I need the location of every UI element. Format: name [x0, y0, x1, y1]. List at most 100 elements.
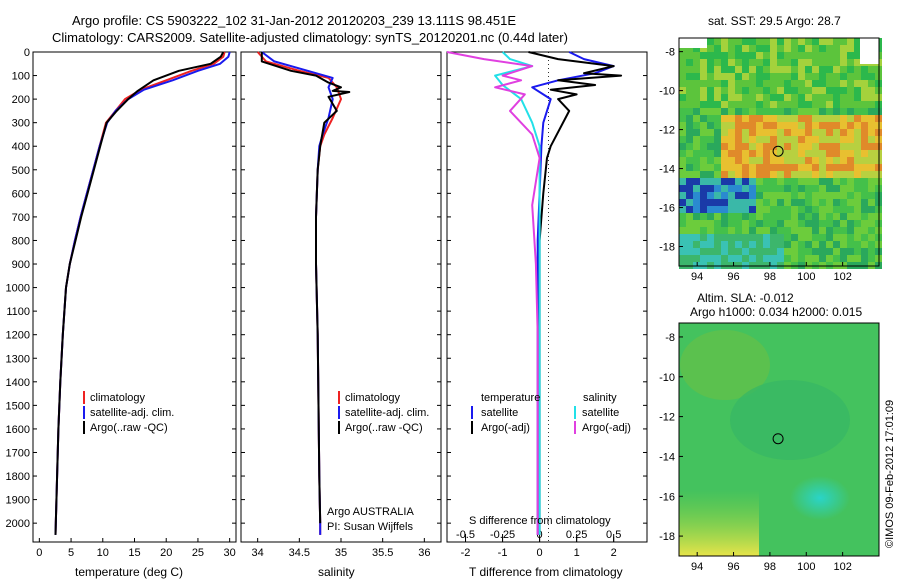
sst-cell — [798, 87, 805, 94]
sst-cell — [791, 122, 798, 129]
sst-cell — [819, 206, 826, 213]
sst-cell — [700, 115, 707, 122]
sst-cell — [707, 136, 714, 143]
sst-cell — [721, 115, 728, 122]
sst-cell — [721, 94, 728, 101]
map-x-tick-label: 96 — [727, 561, 739, 573]
sst-cell — [763, 206, 770, 213]
sst-cell — [868, 199, 875, 206]
sst-cell — [847, 94, 854, 101]
sst-cell — [819, 73, 826, 80]
sst-cell — [728, 206, 735, 213]
sst-cell — [819, 185, 826, 192]
sst-cell — [679, 115, 686, 122]
sst-cell — [707, 59, 714, 66]
sst-cell — [805, 185, 812, 192]
sst-cell — [826, 52, 833, 59]
sst-cell — [679, 80, 686, 87]
sst-cell — [742, 129, 749, 136]
sst-cell — [854, 129, 861, 136]
sst-cell — [784, 115, 791, 122]
sst-cell — [819, 157, 826, 164]
sst-cell — [819, 213, 826, 220]
sst-cell — [700, 206, 707, 213]
sst-cell — [826, 255, 833, 262]
sst-cell — [784, 94, 791, 101]
sst-cell — [784, 157, 791, 164]
sst-cell — [868, 122, 875, 129]
map-x-tick-label: 94 — [691, 561, 703, 573]
sst-cell — [840, 115, 847, 122]
sst-cell — [791, 115, 798, 122]
sst-cell — [763, 143, 770, 150]
sst-cell — [735, 213, 742, 220]
sst-cell — [868, 192, 875, 199]
sst-cell — [861, 143, 868, 150]
x-tick-label: 20 — [160, 547, 172, 559]
sst-cell — [805, 241, 812, 248]
sst-cell — [791, 52, 798, 59]
sst-cell — [847, 122, 854, 129]
sst-cell — [784, 220, 791, 227]
sst-cell — [686, 157, 693, 164]
legend-argo-label: Argo(..raw -QC) — [90, 422, 168, 434]
sst-cell — [721, 206, 728, 213]
sst-cell — [707, 94, 714, 101]
sst-cell — [812, 73, 819, 80]
temperature-legend: climatology satellite-adj. clim. Argo(..… — [83, 391, 174, 434]
sst-cell — [868, 87, 875, 94]
sst-cell — [714, 73, 721, 80]
sst-cell — [868, 80, 875, 87]
difference-lines — [446, 51, 623, 535]
sst-cell — [854, 213, 861, 220]
sst-cell — [714, 157, 721, 164]
sst-cell — [770, 59, 777, 66]
sst-cell — [735, 38, 742, 45]
sst-cell — [721, 220, 728, 227]
sst-cell — [847, 73, 854, 80]
sst-cell — [784, 80, 791, 87]
sst-cell — [847, 52, 854, 59]
sst-cell — [840, 45, 847, 52]
sst-cell — [728, 59, 735, 66]
sst-cell — [721, 129, 728, 136]
sst-cell — [763, 150, 770, 157]
sst-missing-data — [679, 38, 707, 48]
sst-cell — [714, 45, 721, 52]
sst-cell — [721, 80, 728, 87]
sst-cell — [798, 66, 805, 73]
sst-cell — [798, 220, 805, 227]
sst-cell — [700, 122, 707, 129]
sst-cell — [826, 171, 833, 178]
sst-cell — [742, 136, 749, 143]
argo-position-marker — [772, 145, 784, 157]
sst-cell — [686, 241, 693, 248]
sst-cell — [756, 206, 763, 213]
sst-cell — [861, 234, 868, 241]
sst-cell — [840, 199, 847, 206]
sst-cell — [770, 248, 777, 255]
sst-cell — [819, 136, 826, 143]
sst-cell — [868, 178, 875, 185]
sst-cell — [847, 115, 854, 122]
sst-cell — [735, 171, 742, 178]
sst-cell — [833, 101, 840, 108]
sst-cell — [714, 108, 721, 115]
sst-cell — [833, 45, 840, 52]
sst-cell — [798, 136, 805, 143]
sst-cell — [777, 87, 784, 94]
sst-cell — [812, 108, 819, 115]
sst-cell — [798, 157, 805, 164]
x-tick-label: 1 — [574, 547, 580, 559]
sst-cell — [721, 192, 728, 199]
sst-cell — [756, 157, 763, 164]
sst-cell — [742, 52, 749, 59]
sst-cell — [854, 206, 861, 213]
sst-cell — [693, 157, 700, 164]
map-x-tick-label: 94 — [691, 271, 703, 283]
sst-cell — [770, 73, 777, 80]
sst-cell — [854, 178, 861, 185]
sst-cell — [861, 192, 868, 199]
sst-cell — [777, 241, 784, 248]
sst-cell — [763, 52, 770, 59]
